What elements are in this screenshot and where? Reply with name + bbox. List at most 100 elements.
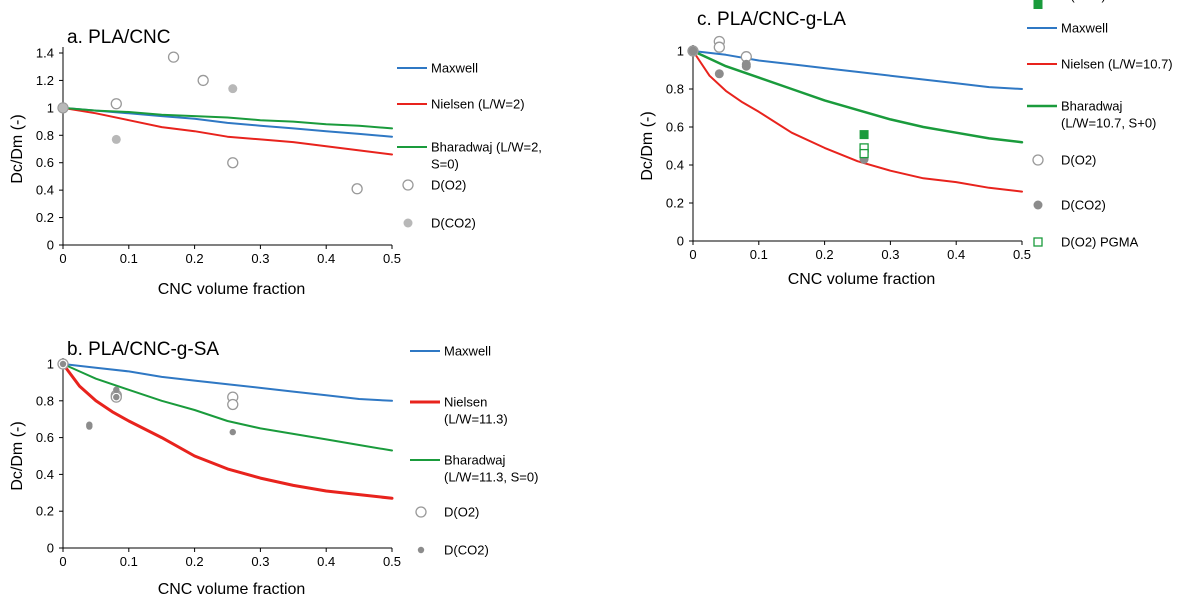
x-axis-title: CNC volume fraction — [158, 581, 306, 596]
y-tick-label: 0.2 — [36, 210, 54, 225]
legend-label: Nielsen (L/W=2) — [431, 97, 525, 112]
legend-label: (L/W=11.3) — [444, 412, 508, 427]
legend-label: Bharadwaj — [444, 453, 506, 468]
legend-marker-swatch — [403, 218, 413, 228]
data-point — [859, 130, 869, 140]
x-tick-label: 0.2 — [816, 247, 834, 262]
y-tick-label: 0.2 — [666, 196, 684, 211]
x-tick-label: 0.1 — [120, 251, 138, 266]
x-tick-label: 0.4 — [947, 247, 965, 262]
x-axis-title: CNC volume fraction — [788, 271, 936, 288]
x-tick-label: 0 — [59, 251, 66, 266]
data-point — [113, 393, 120, 401]
y-axis-title: Dc/Dm (-) — [9, 421, 26, 490]
x-tick-label: 0.5 — [383, 554, 401, 569]
legend-marker-swatch — [1032, 154, 1044, 166]
data-point — [227, 398, 239, 411]
legend-label: Nielsen (L/W=10.7) — [1061, 57, 1173, 72]
chart-title: a. PLA/CNC — [67, 27, 170, 48]
x-tick-label: 0 — [59, 554, 66, 569]
legend-label: D(CO2) — [1061, 198, 1106, 213]
data-point — [351, 183, 363, 195]
y-tick-label: 0.6 — [36, 155, 54, 170]
legend-marker-swatch — [1033, 237, 1043, 247]
series-line — [61, 362, 394, 500]
x-tick-label: 0.3 — [251, 251, 269, 266]
series-line — [62, 106, 393, 130]
y-tick-label: 0.4 — [36, 183, 54, 198]
chart-title: b. PLA/CNC-g-SA — [67, 339, 219, 360]
legend-marker-swatch — [415, 506, 427, 518]
legend-label: D(O2) — [444, 505, 479, 520]
legend-label: D(O2) — [431, 178, 466, 193]
y-tick-label: 1 — [47, 357, 54, 372]
chart-title: c. PLA/CNC-g-LA — [697, 9, 846, 30]
y-tick-label: 0 — [47, 238, 54, 253]
legend-label: Bharadwaj (L/W=2, — [431, 140, 542, 155]
y-tick-label: 1.4 — [36, 46, 54, 61]
legend-label: (L/W=10.7, S+0) — [1061, 116, 1156, 131]
series-line — [62, 363, 393, 452]
legend-label: D(O2) PGMA — [1061, 235, 1139, 250]
legend-label: D(O2) — [1061, 153, 1096, 168]
data-point — [229, 428, 236, 436]
y-tick-label: 0.2 — [36, 504, 54, 519]
data-point — [227, 157, 239, 169]
data-point — [167, 51, 180, 63]
data-point — [714, 69, 724, 79]
series-line — [62, 106, 393, 156]
legend-marker-swatch — [417, 546, 425, 554]
x-axis-title: CNC volume fraction — [158, 281, 306, 298]
x-tick-label: 0.4 — [317, 251, 335, 266]
y-tick-label: 0.8 — [36, 128, 54, 143]
y-axis-title: Dc/Dm (-) — [9, 114, 26, 183]
legend-label: Nielsen — [444, 395, 487, 410]
y-tick-label: 0.4 — [666, 158, 684, 173]
legend-label: S=0) — [431, 157, 459, 172]
x-tick-label: 0 — [689, 247, 696, 262]
y-tick-label: 0.6 — [36, 430, 54, 445]
x-tick-label: 0.3 — [881, 247, 899, 262]
x-tick-label: 0.1 — [750, 247, 768, 262]
y-tick-label: 0.8 — [36, 393, 54, 408]
data-point — [228, 84, 238, 94]
legend-label: Maxwell — [444, 344, 491, 359]
x-tick-label: 0.5 — [383, 251, 401, 266]
y-tick-label: 0.4 — [36, 467, 54, 482]
x-tick-label: 0.2 — [186, 251, 204, 266]
legend-label: Maxwell — [1061, 21, 1108, 36]
y-tick-label: 0.6 — [666, 120, 684, 135]
y-tick-label: 1 — [677, 44, 684, 59]
x-tick-label: 0.5 — [1013, 247, 1031, 262]
x-tick-label: 0.1 — [120, 554, 138, 569]
legend-marker-swatch — [1033, 200, 1043, 210]
data-point — [59, 360, 67, 368]
legend-label: Bharadwaj — [1061, 99, 1123, 114]
data-point — [86, 423, 93, 430]
data-point — [58, 103, 68, 113]
series-line — [62, 363, 393, 402]
legend-label: D(CO2) — [431, 216, 476, 231]
data-point — [713, 41, 725, 53]
x-tick-label: 0.4 — [317, 554, 335, 569]
y-tick-label: 0.8 — [666, 82, 684, 97]
data-point — [110, 98, 122, 110]
chart-panel-0: a. PLA/CNC 0 0.2 0.4 0.6 0.8 1 1.2 1.4 0 0.1 0.2 0.3… — [9, 27, 542, 298]
legend-marker-swatch — [402, 179, 414, 191]
y-tick-label: 1 — [47, 100, 54, 115]
data-point — [111, 134, 121, 144]
legend-label: Maxwell — [431, 61, 478, 76]
data-point — [688, 46, 698, 56]
data-point — [197, 74, 209, 87]
data-point — [741, 61, 751, 71]
legend-label: (L/W=11.3, S=0) — [444, 470, 538, 485]
chart-panel-1: b. PLA/CNC-g-SA 0 0.2 0.4 0.6 0.8 1 0 0.1 0.2 0.3 0… — [9, 339, 538, 596]
x-tick-label: 0.3 — [251, 554, 269, 569]
chart-panel-2: c. PLA/CNC-g-LA 0 0.2 0.4 0.6 0.8 1 0 0.1 0.2 0.3 0… — [639, 0, 1173, 288]
legend-label: D(CO2) — [444, 543, 489, 558]
data-point — [859, 148, 869, 159]
data-point — [113, 386, 120, 393]
y-tick-label: 0 — [47, 541, 54, 556]
series-line — [692, 50, 1023, 193]
